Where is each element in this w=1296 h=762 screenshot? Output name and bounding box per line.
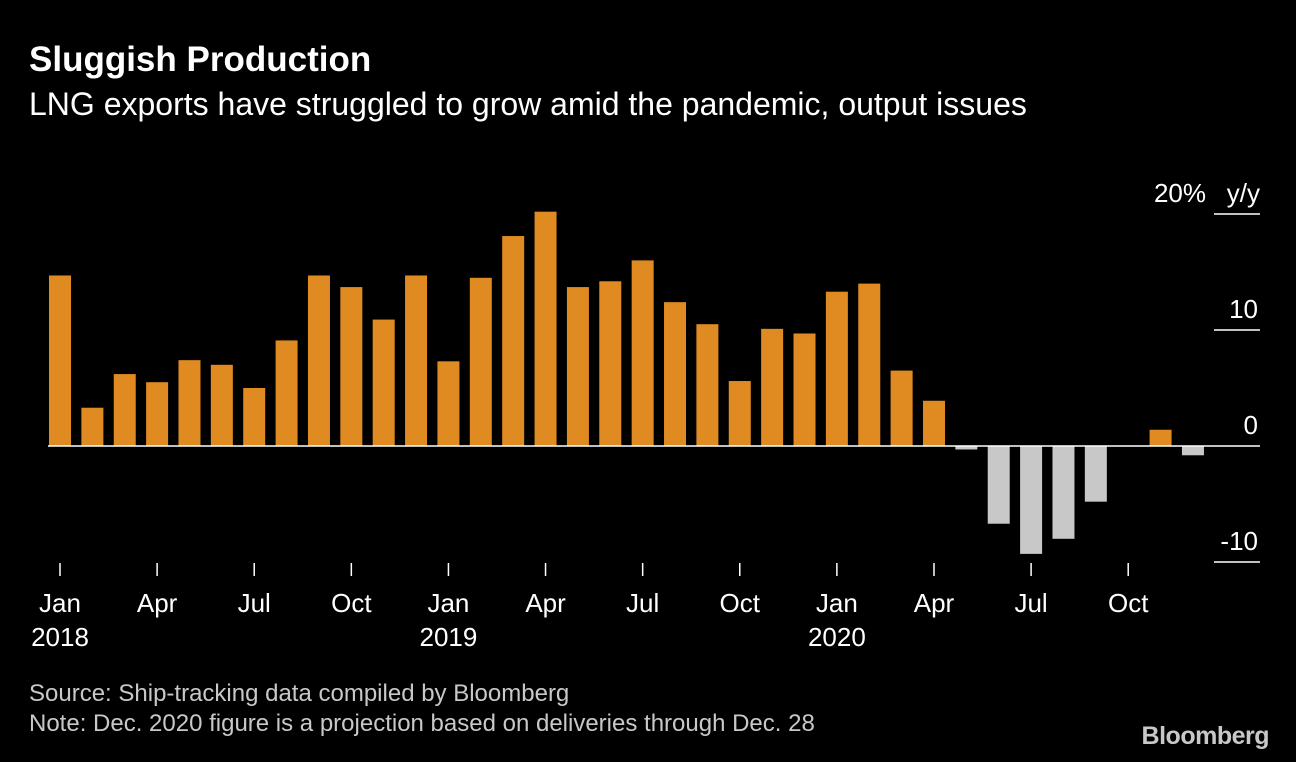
x-tick-label: Jul (238, 588, 271, 618)
y-axis-label: y/y (1227, 178, 1260, 208)
bar-2018-02 (81, 407, 104, 446)
y-tick-label: -10 (1220, 526, 1258, 556)
bar-2020-07 (1020, 446, 1043, 554)
bar-2018-03 (113, 374, 136, 446)
x-tick-label: Jan (816, 588, 858, 618)
y-tick-label: 10 (1229, 294, 1258, 324)
bar-2019-04 (534, 211, 557, 446)
x-tick-label: Oct (331, 588, 372, 618)
bar-2020-06 (987, 446, 1010, 524)
bar-2020-02 (858, 283, 881, 446)
bar-2019-10 (728, 381, 751, 446)
bar-2019-07 (631, 260, 654, 446)
bar-2020-09 (1084, 446, 1107, 502)
bar-2020-03 (890, 370, 913, 446)
x-tick-label: Oct (1108, 588, 1149, 618)
x-year-label: 2018 (31, 622, 89, 652)
x-year-label: 2020 (808, 622, 866, 652)
x-tick-label: Jan (427, 588, 469, 618)
bar-2020-08 (1052, 446, 1075, 539)
bar-2018-12 (405, 275, 428, 446)
bar-2020-05 (955, 446, 978, 450)
bar-2019-05 (566, 287, 589, 446)
bar-2020-01 (825, 291, 848, 446)
bar-2018-10 (340, 287, 363, 446)
x-tick-label: Apr (914, 588, 955, 618)
bar-2020-11 (1149, 429, 1172, 446)
chart-subtitle: LNG exports have struggled to grow amid … (29, 86, 1027, 122)
y-tick-label: 20% (1154, 178, 1206, 208)
x-tick-label: Jan (39, 588, 81, 618)
bar-2020-04 (922, 400, 945, 446)
bar-2019-12 (793, 333, 816, 446)
bar-2020-12 (1181, 446, 1204, 456)
bar-2019-03 (502, 236, 525, 446)
x-tick-label: Oct (720, 588, 761, 618)
bar-2018-05 (178, 360, 201, 446)
bars-group (49, 211, 1204, 554)
bar-2018-09 (307, 275, 330, 446)
bar-2019-08 (664, 302, 687, 446)
bar-2018-06 (210, 364, 233, 446)
x-tick-label: Apr (525, 588, 566, 618)
y-tick-label: 0 (1244, 410, 1258, 440)
bar-2019-11 (761, 328, 784, 446)
bar-2019-09 (696, 324, 719, 446)
bloomberg-logo: Bloomberg (1141, 722, 1270, 750)
bar-2018-11 (372, 319, 395, 446)
x-tick-label: Apr (137, 588, 178, 618)
bar-2019-02 (469, 277, 492, 446)
y-axis: 20% y/y 10 0 -10 (1154, 178, 1260, 563)
chart-title: Sluggish Production (29, 40, 372, 79)
source-note: Source: Ship-tracking data compiled by B… (29, 680, 570, 707)
x-axis: Jan 2018 Apr Jul Oct Jan 2019 Apr Jul Oct Jan 2020 A… (31, 563, 1149, 652)
bar-2018-07 (243, 388, 266, 446)
bar-2018-01 (49, 275, 71, 446)
bar-2019-01 (437, 361, 460, 446)
bar-2018-08 (275, 340, 298, 446)
projection-note: Note: Dec. 2020 figure is a projection b… (29, 710, 815, 737)
x-year-label: 2019 (420, 622, 478, 652)
x-tick-label: Jul (1014, 588, 1047, 618)
bar-2018-04 (146, 382, 169, 446)
x-tick-label: Jul (626, 588, 659, 618)
bar-2019-06 (599, 281, 622, 446)
